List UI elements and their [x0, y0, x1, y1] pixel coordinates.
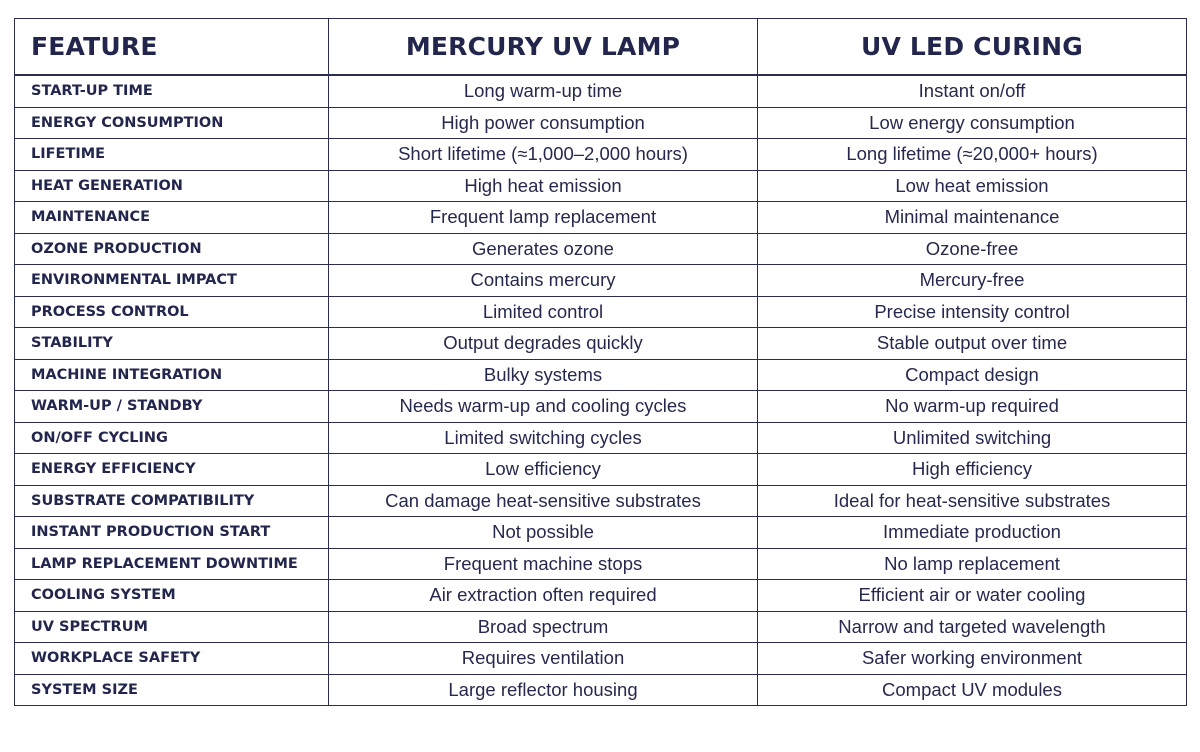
- mercury-cell: Large reflector housing: [328, 673, 758, 706]
- led-cell: Low energy consumption: [757, 106, 1187, 139]
- led-cell: Precise intensity control: [757, 295, 1187, 328]
- feature-cell: LIFETIME: [14, 138, 329, 171]
- led-cell: Unlimited switching: [757, 421, 1187, 454]
- feature-cell: UV SPECTRUM: [14, 610, 329, 643]
- mercury-cell: Air extraction often required: [328, 579, 758, 612]
- led-cell: Low heat emission: [757, 169, 1187, 202]
- feature-cell: OZONE PRODUCTION: [14, 232, 329, 265]
- feature-cell: WORKPLACE SAFETY: [14, 642, 329, 675]
- table-row: INSTANT PRODUCTION START Not possible Im…: [14, 516, 1187, 549]
- led-cell: Efficient air or water cooling: [757, 579, 1187, 612]
- table-row: ENERGY EFFICIENCY Low efficiency High ef…: [14, 453, 1187, 486]
- table-row: OZONE PRODUCTION Generates ozone Ozone-f…: [14, 232, 1187, 265]
- mercury-cell: Broad spectrum: [328, 610, 758, 643]
- feature-cell: PROCESS CONTROL: [14, 295, 329, 328]
- table-row: START-UP TIME Long warm-up time Instant …: [14, 74, 1187, 108]
- mercury-cell: Limited switching cycles: [328, 421, 758, 454]
- table-row: UV SPECTRUM Broad spectrum Narrow and ta…: [14, 610, 1187, 643]
- led-cell: High efficiency: [757, 453, 1187, 486]
- header-mercury-uv-lamp: MERCURY UV LAMP: [328, 18, 758, 76]
- table-row: MAINTENANCE Frequent lamp replacement Mi…: [14, 201, 1187, 234]
- mercury-cell: Needs warm-up and cooling cycles: [328, 390, 758, 423]
- feature-cell: START-UP TIME: [14, 74, 329, 108]
- mercury-cell: Generates ozone: [328, 232, 758, 265]
- feature-cell: LAMP REPLACEMENT DOWNTIME: [14, 547, 329, 580]
- led-cell: No lamp replacement: [757, 547, 1187, 580]
- led-cell: Minimal maintenance: [757, 201, 1187, 234]
- table-row: SUBSTRATE COMPATIBILITY Can damage heat-…: [14, 484, 1187, 517]
- mercury-cell: Bulky systems: [328, 358, 758, 391]
- feature-cell: SUBSTRATE COMPATIBILITY: [14, 484, 329, 517]
- feature-cell: INSTANT PRODUCTION START: [14, 516, 329, 549]
- led-cell: No warm-up required: [757, 390, 1187, 423]
- feature-cell: SYSTEM SIZE: [14, 673, 329, 706]
- mercury-cell: Long warm-up time: [328, 74, 758, 108]
- table-row: STABILITY Output degrades quickly Stable…: [14, 327, 1187, 360]
- header-feature: FEATURE: [14, 18, 329, 76]
- mercury-cell: Short lifetime (≈1,000–2,000 hours): [328, 138, 758, 171]
- table-row: SYSTEM SIZE Large reflector housing Comp…: [14, 673, 1187, 706]
- mercury-cell: Requires ventilation: [328, 642, 758, 675]
- table-row: LIFETIME Short lifetime (≈1,000–2,000 ho…: [14, 138, 1187, 171]
- mercury-cell: Contains mercury: [328, 264, 758, 297]
- table-header: FEATURE MERCURY UV LAMP UV LED CURING: [14, 18, 1187, 76]
- mercury-cell: High heat emission: [328, 169, 758, 202]
- comparison-table: FEATURE MERCURY UV LAMP UV LED CURING ST…: [14, 18, 1187, 706]
- led-cell: Immediate production: [757, 516, 1187, 549]
- feature-cell: MAINTENANCE: [14, 201, 329, 234]
- mercury-cell: Frequent lamp replacement: [328, 201, 758, 234]
- table-row: PROCESS CONTROL Limited control Precise …: [14, 295, 1187, 328]
- mercury-cell: High power consumption: [328, 106, 758, 139]
- table-body: START-UP TIME Long warm-up time Instant …: [14, 74, 1187, 706]
- table-row: ENVIRONMENTAL IMPACT Contains mercury Me…: [14, 264, 1187, 297]
- feature-cell: STABILITY: [14, 327, 329, 360]
- led-cell: Narrow and targeted wavelength: [757, 610, 1187, 643]
- table-row: COOLING SYSTEM Air extraction often requ…: [14, 579, 1187, 612]
- led-cell: Ideal for heat-sensitive substrates: [757, 484, 1187, 517]
- mercury-cell: Output degrades quickly: [328, 327, 758, 360]
- led-cell: Safer working environment: [757, 642, 1187, 675]
- led-cell: Instant on/off: [757, 74, 1187, 108]
- feature-cell: ENVIRONMENTAL IMPACT: [14, 264, 329, 297]
- table-row: ON/OFF CYCLING Limited switching cycles …: [14, 421, 1187, 454]
- mercury-cell: Frequent machine stops: [328, 547, 758, 580]
- mercury-cell: Low efficiency: [328, 453, 758, 486]
- table-row: MACHINE INTEGRATION Bulky systems Compac…: [14, 358, 1187, 391]
- led-cell: Long lifetime (≈20,000+ hours): [757, 138, 1187, 171]
- led-cell: Mercury-free: [757, 264, 1187, 297]
- header-uv-led-curing: UV LED CURING: [757, 18, 1187, 76]
- table-row: HEAT GENERATION High heat emission Low h…: [14, 169, 1187, 202]
- feature-cell: MACHINE INTEGRATION: [14, 358, 329, 391]
- led-cell: Compact design: [757, 358, 1187, 391]
- led-cell: Ozone-free: [757, 232, 1187, 265]
- feature-cell: COOLING SYSTEM: [14, 579, 329, 612]
- table-row: WORKPLACE SAFETY Requires ventilation Sa…: [14, 642, 1187, 675]
- header-row: FEATURE MERCURY UV LAMP UV LED CURING: [14, 18, 1187, 76]
- mercury-cell: Can damage heat-sensitive substrates: [328, 484, 758, 517]
- table-row: ENERGY CONSUMPTION High power consumptio…: [14, 106, 1187, 139]
- table-row: WARM-UP / STANDBY Needs warm-up and cool…: [14, 390, 1187, 423]
- mercury-cell: Limited control: [328, 295, 758, 328]
- led-cell: Stable output over time: [757, 327, 1187, 360]
- feature-cell: ENERGY CONSUMPTION: [14, 106, 329, 139]
- feature-cell: ENERGY EFFICIENCY: [14, 453, 329, 486]
- feature-cell: WARM-UP / STANDBY: [14, 390, 329, 423]
- feature-cell: HEAT GENERATION: [14, 169, 329, 202]
- led-cell: Compact UV modules: [757, 673, 1187, 706]
- table-row: LAMP REPLACEMENT DOWNTIME Frequent machi…: [14, 547, 1187, 580]
- feature-cell: ON/OFF CYCLING: [14, 421, 329, 454]
- mercury-cell: Not possible: [328, 516, 758, 549]
